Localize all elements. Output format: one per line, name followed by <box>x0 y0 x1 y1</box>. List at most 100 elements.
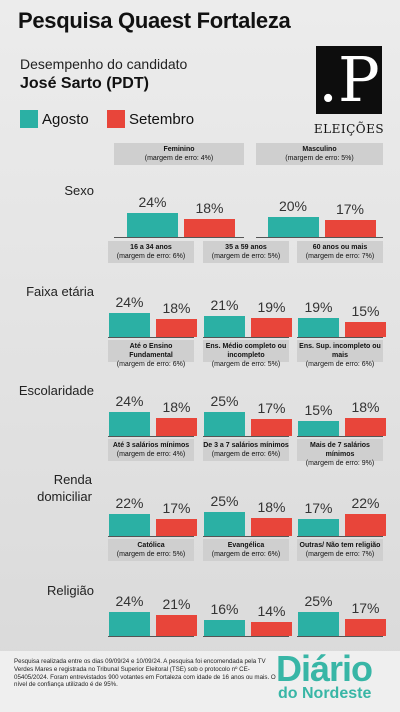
data-label: 15% <box>351 303 380 320</box>
category-label: Religião <box>47 583 94 598</box>
bar-agosto <box>298 519 339 536</box>
group-label-title: Masculino <box>302 146 337 153</box>
group-label: 16 a 34 anos (margem de erro: 6%) <box>108 241 194 263</box>
data-label: 17% <box>304 500 333 517</box>
group-label-margin: (margem de erro: 4%) <box>116 451 186 458</box>
brand-logo-subtitle: do Nordeste <box>278 685 372 702</box>
legend-swatch-agosto <box>20 110 38 128</box>
footer <box>0 651 400 712</box>
group-label: 60 anos ou mais (margem de erro: 7%) <box>297 241 383 263</box>
legend-agosto: Agosto <box>20 108 89 130</box>
group-label: Mais de 7 salários mínimos (margem de err… <box>297 439 383 467</box>
group-label-title: Ens. Sup. incompleto ou mais <box>299 343 381 359</box>
eleicoes-logo: .P <box>316 46 382 114</box>
eleicoes-logo-caption: ELEIÇÕES <box>313 122 385 136</box>
bar-setembro <box>156 615 197 636</box>
data-label: 21% <box>162 596 191 613</box>
group-label-margin: (margem de erro: 5%) <box>211 361 281 368</box>
bar-agosto <box>298 611 339 636</box>
bar-agosto <box>127 213 178 237</box>
baseline <box>108 636 194 637</box>
data-label: 18% <box>195 200 224 217</box>
bar-agosto <box>204 620 245 636</box>
bar-setembro <box>156 519 197 536</box>
legend-swatch-setembro <box>107 110 125 128</box>
data-label: 16% <box>210 601 239 618</box>
group-label-margin: (margem de erro: 7%) <box>305 253 375 260</box>
data-label: 24% <box>138 194 167 211</box>
baseline <box>297 536 383 537</box>
bar-setembro <box>251 419 292 436</box>
footnote: Pesquisa realizada entre os dias 09/09/2… <box>14 658 276 689</box>
data-label: 25% <box>210 392 239 409</box>
group-label-title: 35 a 59 anos <box>225 244 267 251</box>
baseline <box>203 337 289 338</box>
bar-setembro <box>345 322 386 337</box>
baseline <box>256 237 383 238</box>
category-label: Sexo <box>64 183 94 198</box>
group-label-margin: (margem de erro: 6%) <box>116 253 186 260</box>
bar-agosto <box>204 411 245 436</box>
group-label: Ens. Sup. incompleto ou mais (margem de e… <box>297 340 383 368</box>
data-label: 17% <box>351 600 380 617</box>
bar-agosto <box>109 514 150 536</box>
legend-setembro: Setembro <box>107 108 194 130</box>
bar-setembro <box>251 318 292 337</box>
baseline <box>108 436 194 437</box>
data-label: 18% <box>351 399 380 416</box>
subtitle: Desempenho do candidato <box>20 56 188 72</box>
baseline <box>203 636 289 637</box>
legend-label-agosto: Agosto <box>42 110 89 128</box>
group-label-margin: (margem de erro: 6%) <box>116 361 186 368</box>
data-label: 14% <box>257 603 286 620</box>
group-label: Católica (margem de erro: 5%) <box>108 539 194 561</box>
group-label-margin: (margem de erro: 4%) <box>144 155 214 162</box>
data-label: 19% <box>257 299 286 316</box>
data-label: 25% <box>210 492 239 509</box>
page-title: Pesquisa Quaest Fortaleza <box>18 8 291 33</box>
group-label-margin: (margem de erro: 9%) <box>305 460 375 467</box>
data-label: 17% <box>335 201 365 218</box>
group-label-title: Outras/ Não tem religião <box>299 542 381 549</box>
bar-setembro <box>345 418 386 436</box>
group-label-title: Católica <box>137 542 165 549</box>
group-label-title: Mais de 7 salários mínimos <box>310 442 370 458</box>
data-label: 22% <box>351 495 380 512</box>
bar-setembro <box>345 514 386 536</box>
group-label-margin: (margem de erro: 7%) <box>305 551 375 558</box>
baseline <box>114 237 244 238</box>
group-label-margin: (margem de erro: 5%) <box>211 253 281 260</box>
bar-agosto <box>267 217 319 237</box>
data-label: 25% <box>304 592 333 609</box>
category-label: Faixa etária <box>26 284 94 299</box>
group-label-title: De 3 a 7 salários mínimos <box>203 442 289 449</box>
baseline <box>297 436 383 437</box>
bar-agosto <box>109 612 150 636</box>
brand-logo: Diário <box>276 648 373 689</box>
group-label-title: Feminino <box>163 146 195 153</box>
baseline <box>203 536 289 537</box>
group-label: Feminino (margem de erro: 4%) <box>114 143 244 165</box>
group-label-title: Evangélica <box>227 542 265 549</box>
group-label: Ens. Médio completo ou incompleto (margem… <box>203 340 289 368</box>
data-label: 18% <box>162 300 191 317</box>
group-label: Até o Ensino Fundamental (margem de erro:… <box>108 340 194 368</box>
data-label: 18% <box>162 399 191 416</box>
data-label: 15% <box>304 402 333 419</box>
baseline <box>203 436 289 437</box>
group-label-margin: (margem de erro: 5%) <box>285 155 354 162</box>
baseline <box>297 337 383 338</box>
group-label: Evangélica (margem de erro: 6%) <box>203 539 289 561</box>
group-label: Até 3 salários mínimos (margem de erro: 4… <box>108 439 194 461</box>
data-label: 24% <box>115 593 144 610</box>
bar-setembro <box>156 319 197 337</box>
bar-setembro <box>345 619 386 636</box>
bar-setembro <box>184 219 235 237</box>
bar-agosto <box>298 421 339 436</box>
group-label-title: Ens. Médio completo ou incompleto <box>205 343 287 359</box>
group-label-title: Até 3 salários mínimos <box>112 442 190 449</box>
group-label-title: 16 a 34 anos <box>130 244 172 251</box>
data-label: 19% <box>304 299 333 316</box>
bar-setembro <box>251 622 292 636</box>
